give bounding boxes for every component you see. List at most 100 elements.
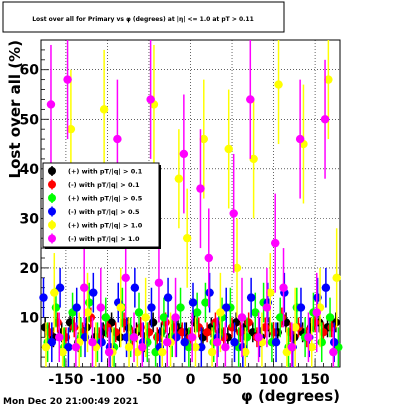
- legend-marker: [48, 221, 56, 229]
- data-point: [279, 283, 288, 292]
- data-point: [205, 288, 214, 297]
- data-point: [63, 75, 72, 84]
- data-point: [197, 342, 206, 352]
- data-point: [312, 308, 321, 317]
- y-tick-label: 60: [20, 63, 40, 79]
- data-point: [64, 342, 73, 352]
- data-point: [287, 342, 297, 352]
- data-point: [41, 342, 51, 352]
- chart-title: Lost over all for Primary vs φ (degrees)…: [32, 16, 254, 23]
- legend-marker: [48, 234, 56, 243]
- data-point: [192, 308, 202, 317]
- data-point: [159, 313, 169, 322]
- data-point: [138, 342, 147, 352]
- data-point: [72, 303, 81, 312]
- x-tick-label: -150: [48, 372, 83, 388]
- y-axis-label: Lost over all (%): [6, 40, 24, 178]
- data-point: [230, 338, 239, 347]
- data-point: [229, 209, 238, 218]
- data-point: [201, 298, 210, 307]
- data-point: [262, 303, 272, 312]
- data-point: [171, 313, 180, 322]
- data-point: [179, 149, 189, 159]
- data-point: [96, 303, 106, 312]
- legend-marker: [48, 194, 56, 202]
- data-point: [66, 124, 76, 134]
- data-point: [104, 347, 114, 357]
- data-point: [216, 308, 225, 317]
- x-tick-label: -50: [136, 372, 162, 388]
- data-point: [176, 303, 185, 312]
- data-point: [146, 95, 155, 104]
- data-point: [290, 323, 300, 332]
- data-point: [296, 303, 306, 312]
- data-point: [58, 347, 67, 357]
- data-point: [83, 308, 92, 317]
- data-point: [141, 313, 150, 322]
- data-point: [163, 293, 173, 302]
- data-point: [55, 333, 64, 342]
- data-point: [46, 100, 56, 109]
- data-point: [307, 342, 316, 352]
- data-point: [207, 347, 217, 357]
- data-point: [129, 333, 139, 342]
- data-point: [246, 95, 255, 104]
- data-point: [158, 347, 167, 357]
- data-point: [241, 347, 250, 357]
- data-point: [71, 342, 81, 352]
- data-point: [254, 333, 263, 342]
- data-point: [124, 342, 134, 352]
- data-point: [325, 313, 335, 322]
- data-point: [242, 333, 252, 342]
- data-point: [249, 154, 258, 164]
- y-tick-label: 10: [20, 310, 40, 326]
- data-point: [251, 308, 260, 317]
- data-point: [271, 338, 281, 347]
- series-5: [46, 40, 338, 367]
- data-point: [97, 338, 106, 347]
- legend-label: (+) with pT/|q| > 0.5: [68, 195, 143, 204]
- y-tick-label: 20: [20, 261, 40, 277]
- data-point: [50, 288, 59, 297]
- data-point: [84, 298, 94, 307]
- data-point: [187, 333, 197, 342]
- data-point: [224, 144, 233, 154]
- data-point: [204, 253, 213, 263]
- data-point: [221, 342, 230, 352]
- x-tick-label: 100: [259, 372, 288, 388]
- data-point: [188, 298, 198, 307]
- y-tick-label: 50: [20, 112, 40, 128]
- data-point: [246, 293, 256, 302]
- data-point: [163, 338, 172, 347]
- data-point: [99, 105, 109, 114]
- series-4: [41, 40, 341, 367]
- title-box: [2, 1, 285, 33]
- data-point: [130, 283, 140, 292]
- data-point: [79, 283, 89, 292]
- data-point: [232, 263, 242, 273]
- data-point: [276, 313, 285, 322]
- data-point: [134, 308, 144, 317]
- data-point: [324, 75, 333, 84]
- data-point: [274, 80, 283, 89]
- data-point: [121, 273, 130, 283]
- data-point: [89, 288, 98, 297]
- data-point: [154, 278, 164, 287]
- y-tick-label: 40: [20, 162, 40, 178]
- legend-marker: [48, 167, 56, 175]
- legend-marker: [48, 180, 56, 189]
- x-tick-label: 150: [300, 372, 329, 388]
- data-point: [329, 338, 339, 347]
- timestamp: Mon Dec 20 21:00:49 2021: [3, 397, 138, 407]
- data-point: [304, 333, 313, 342]
- data-point: [222, 303, 231, 312]
- data-point: [180, 338, 189, 347]
- legend-label: (-) with pT/|q| > 0.1: [68, 181, 140, 190]
- legend-shadow: [159, 165, 161, 249]
- data-point: [295, 134, 305, 144]
- legend-shadow: [45, 247, 161, 249]
- data-point: [196, 184, 205, 193]
- x-tick-label: -100: [90, 372, 125, 388]
- y-tick-label: 30: [20, 211, 40, 227]
- data-point: [51, 303, 61, 312]
